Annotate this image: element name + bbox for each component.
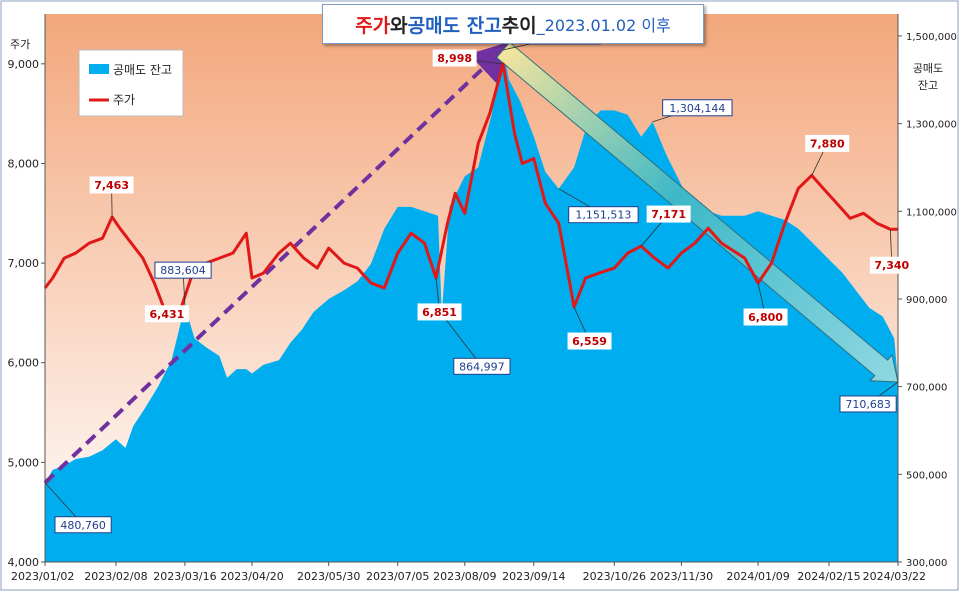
price-annotation-box xyxy=(567,332,612,350)
x-tick-label: 2024/03/22 xyxy=(863,570,926,583)
legend-swatch-short xyxy=(89,64,109,74)
price-annotation-box xyxy=(144,305,189,323)
title-part-short: 공매도 잔고 xyxy=(407,14,502,37)
short-annotation-box xyxy=(154,261,212,279)
right-tick-label: 500,000 xyxy=(906,470,947,481)
left-tick-label: 4,000 xyxy=(8,556,40,569)
short-annotation-label: 1,151,513 xyxy=(575,209,631,222)
price-annotation-box xyxy=(89,176,134,194)
title-part-and: 와 xyxy=(390,14,408,37)
short-annotation-label: 710,683 xyxy=(845,398,891,411)
legend-label: 주가 xyxy=(113,93,135,107)
price-annotation-box xyxy=(432,49,477,67)
price-annotation-box xyxy=(646,205,691,223)
x-tick-label: 2023/08/09 xyxy=(433,570,496,583)
x-tick-label: 2023/04/20 xyxy=(220,570,283,583)
short-annotation-box xyxy=(662,99,733,117)
x-tick-label: 2023/03/16 xyxy=(153,570,216,583)
left-tick-label: 9,000 xyxy=(8,58,40,71)
legend-box xyxy=(78,49,184,117)
x-tick-label: 2024/02/15 xyxy=(797,570,860,583)
price-annotation-label: 7,463 xyxy=(94,179,129,192)
right-tick-label: 300,000 xyxy=(906,558,947,569)
right-tick-label: 1,300,000 xyxy=(906,120,957,131)
short-annotation-label: 864,997 xyxy=(459,360,505,373)
title-part-date: _2023.01.02 이후 xyxy=(536,16,671,35)
short-annotation-box xyxy=(453,357,511,375)
left-tick-label: 6,000 xyxy=(8,357,40,370)
left-tick-label: 8,000 xyxy=(8,157,40,170)
price-annotation-label: 6,800 xyxy=(748,311,783,324)
price-annotation-label: 7,171 xyxy=(651,208,686,221)
x-tick-label: 2023/11/30 xyxy=(650,570,713,583)
price-annotation-label: 7,340 xyxy=(874,259,909,272)
price-annotation-box xyxy=(869,256,914,274)
short-balance-area xyxy=(45,49,898,562)
short-annotation-box xyxy=(54,516,112,534)
left-tick-label: 5,000 xyxy=(8,456,40,469)
short-annotation-label: 480,760 xyxy=(60,519,106,532)
legend-label: 공매도 잔고 xyxy=(113,63,172,77)
x-tick-label: 2023/09/14 xyxy=(502,570,565,583)
uptrend-dashed-arrow xyxy=(43,41,512,485)
annotation-leader xyxy=(441,314,483,367)
short-annotation-label: 1,304,144 xyxy=(669,102,725,115)
price-annotation-label: 6,431 xyxy=(150,308,185,321)
price-annotation-box xyxy=(805,134,850,152)
x-tick-label: 2023/02/08 xyxy=(84,570,147,583)
price-annotation-label: 7,880 xyxy=(810,137,845,150)
price-annotation-box xyxy=(417,303,462,321)
left-tick-label: 7,000 xyxy=(8,257,40,270)
title-part-trend: 추이 xyxy=(501,14,537,37)
price-annotation-box xyxy=(743,308,788,326)
chart-title: 주가 와 공매도 잔고 추이 _2023.01.02 이후 xyxy=(322,4,704,44)
title-part-price: 주가 xyxy=(355,14,391,37)
x-tick-label: 2023/10/26 xyxy=(583,570,646,583)
left-axis-title: 주가 xyxy=(10,38,30,51)
right-tick-label: 700,000 xyxy=(906,383,947,394)
price-annotation-label: 6,559 xyxy=(572,335,607,348)
x-tick-label: 2023/05/30 xyxy=(297,570,360,583)
right-tick-label: 1,100,000 xyxy=(906,207,957,218)
price-annotation-label: 8,998 xyxy=(437,52,472,65)
right-tick-label: 1,500,000 xyxy=(906,32,957,43)
right-tick-label: 900,000 xyxy=(906,295,947,306)
short-annotation-box xyxy=(839,395,897,413)
x-tick-label: 2024/01/09 xyxy=(726,570,789,583)
x-tick-label: 2023/07/05 xyxy=(366,570,429,583)
right-axis-title: 공매도 xyxy=(913,62,943,75)
short-annotation-label: 883,604 xyxy=(160,264,206,277)
price-annotation-label: 6,851 xyxy=(422,306,457,319)
downtrend-arrow xyxy=(495,41,899,383)
x-tick-label: 2023/01/02 xyxy=(11,570,74,583)
right-axis-title: 잔고 xyxy=(918,79,938,92)
short-annotation-box xyxy=(568,206,639,224)
